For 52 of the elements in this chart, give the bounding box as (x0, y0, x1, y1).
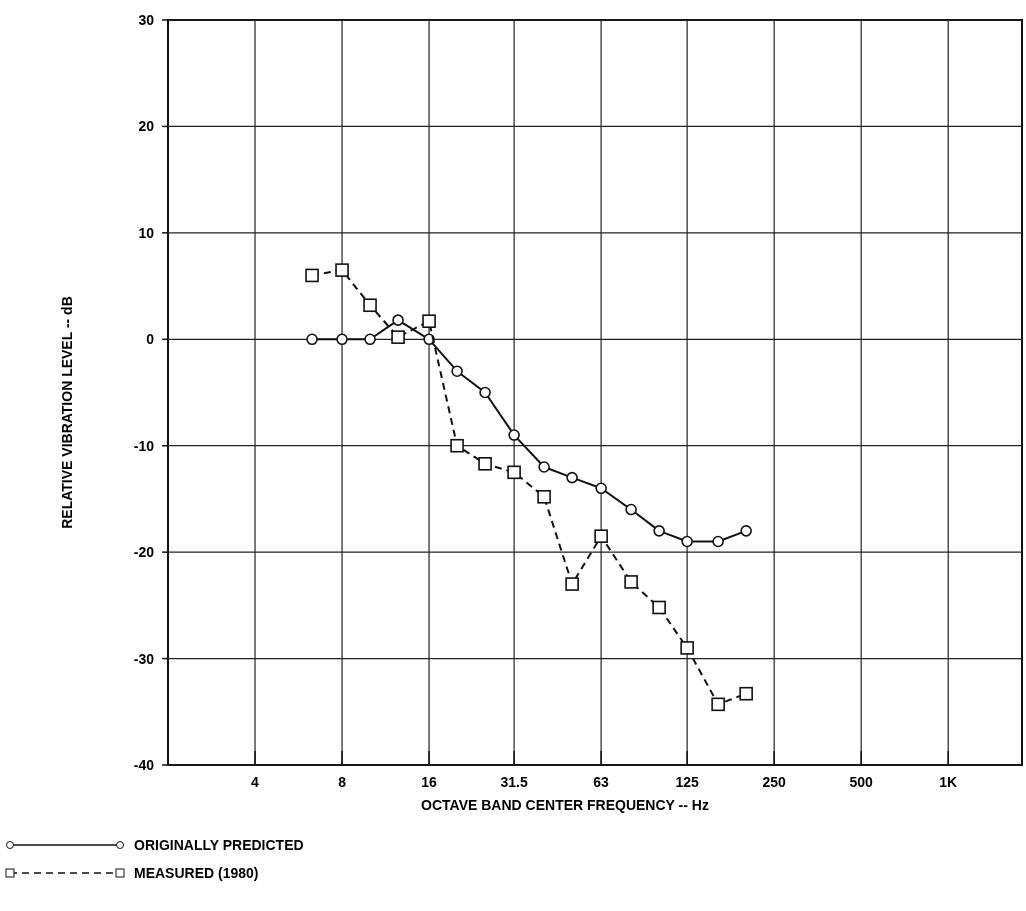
x-tick-label: 16 (421, 774, 438, 790)
point (392, 314, 404, 326)
point (335, 263, 349, 277)
x-tick-label: 8 (338, 774, 347, 790)
y-tick-label: -30 (133, 650, 155, 667)
point (537, 490, 551, 504)
legend-label: MEASURED (1980) (134, 865, 259, 881)
point (595, 482, 607, 495)
point (451, 365, 463, 378)
x-tick-label: 4 (251, 774, 260, 790)
point (624, 575, 638, 589)
point (594, 529, 608, 543)
x-tick-label: 250 (762, 774, 787, 790)
point (566, 471, 578, 484)
point (680, 641, 694, 655)
y-tick-label: -20 (133, 544, 155, 561)
point (739, 686, 753, 701)
point (712, 535, 724, 548)
legend-label: ORIGINALLY PREDICTED (134, 837, 304, 853)
point (305, 268, 319, 283)
point (507, 465, 521, 480)
point (478, 457, 492, 471)
point (652, 600, 666, 615)
y-tick-label: 0 (146, 331, 155, 348)
point (508, 429, 520, 441)
x-tick-label: 125 (675, 774, 700, 790)
point (363, 298, 377, 313)
x-tick-label: 31.5 (500, 774, 528, 790)
point (681, 535, 693, 548)
x-tick-label: 500 (849, 774, 874, 790)
x-tick-label: 1K (939, 774, 958, 790)
point (391, 330, 405, 344)
point (450, 438, 464, 453)
point (364, 333, 376, 346)
point (653, 525, 665, 537)
y-axis-title: RELATIVE VIBRATION LEVEL -- dB (59, 296, 75, 529)
point (479, 386, 491, 399)
y-tick-label: 20 (138, 118, 155, 135)
point (538, 461, 550, 473)
y-tick-label: -40 (133, 757, 155, 773)
x-tick-label: 63 (593, 774, 610, 790)
point (422, 314, 436, 328)
point (306, 333, 318, 346)
x-axis-title: OCTAVE BAND CENTER FREQUENCY -- Hz (421, 797, 709, 813)
point (711, 697, 725, 712)
y-tick-label: -10 (133, 437, 155, 454)
point (740, 525, 752, 537)
point (625, 503, 637, 516)
y-tick-label: 30 (138, 12, 155, 28)
y-tick-label: 10 (138, 224, 155, 241)
point (565, 577, 579, 591)
point (336, 333, 348, 346)
